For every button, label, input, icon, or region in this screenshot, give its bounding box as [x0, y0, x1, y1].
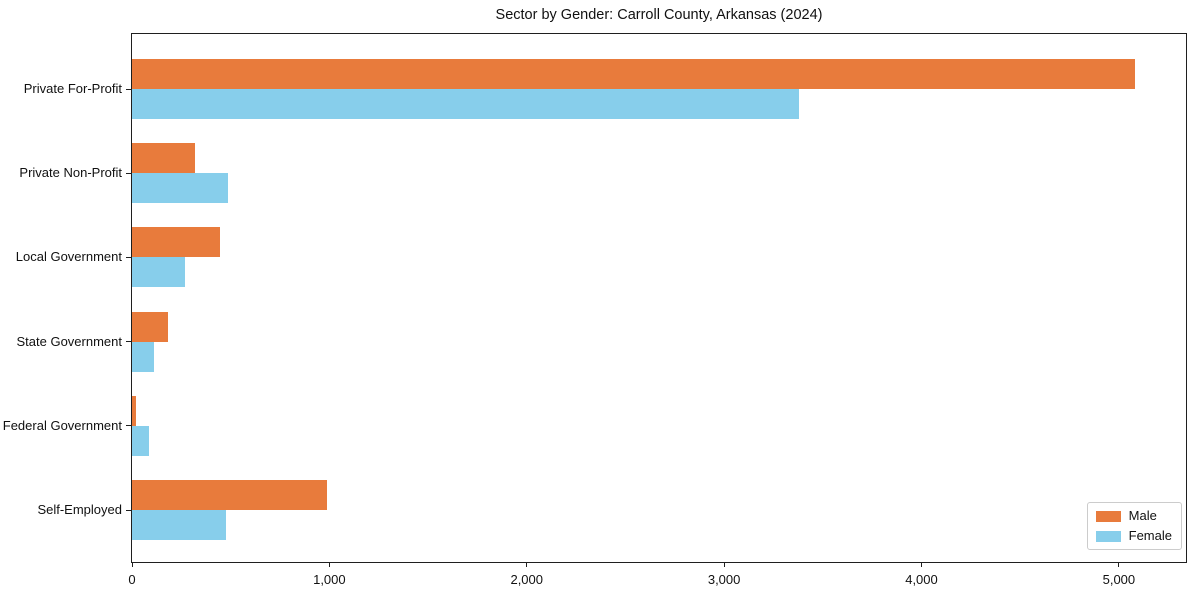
bar-male-state-government	[132, 311, 168, 342]
bar-female-private-for-profit	[132, 89, 800, 119]
x-tick-label-4000: 4,000	[905, 572, 938, 587]
bar-male-private-for-profit	[132, 59, 1135, 89]
legend-item-female: Female	[1095, 528, 1172, 543]
bar-male-federal-government	[132, 395, 136, 426]
y-tick-private-for-profit	[126, 88, 132, 90]
x-tick-2000	[526, 562, 528, 567]
legend: Male Female	[1086, 502, 1182, 550]
x-tick-4000	[921, 562, 922, 567]
bar-female-self-employed	[132, 510, 226, 540]
x-tick-label-3000: 3,000	[707, 572, 741, 587]
bar-male-local-government	[132, 227, 220, 258]
category-label-private-non-profit: Private Non-Profit	[19, 165, 122, 181]
legend-label-female: Female	[1128, 528, 1172, 543]
bar-male-self-employed	[132, 480, 328, 510]
x-tick-label-5000: 5,000	[1102, 572, 1136, 587]
x-tick-3000	[723, 562, 725, 567]
x-tick-0	[131, 562, 133, 567]
bar-female-state-government	[132, 341, 154, 372]
legend-label-male: Male	[1128, 508, 1157, 523]
y-tick-federal-government	[126, 425, 132, 427]
bar-female-local-government	[132, 257, 186, 288]
category-label-federal-government: Federal Government	[2, 417, 122, 433]
category-label-state-government: State Government	[16, 333, 123, 349]
x-tick-5000	[1118, 562, 1120, 567]
plot-area: Male Female Private For-Profit Private Non…	[3, 33, 1187, 587]
x-tick-1000	[328, 562, 330, 567]
y-tick-private-non-profit	[126, 172, 132, 174]
legend-swatch-female	[1095, 530, 1121, 542]
chart-title: Sector by Gender: Carroll County, Arkans…	[495, 7, 823, 23]
bar-female-private-non-profit	[132, 173, 228, 204]
category-label-local-government: Local Government	[15, 249, 122, 265]
legend-swatch-male	[1095, 510, 1121, 522]
bar-male-private-non-profit	[132, 143, 196, 174]
x-tick-label-0: 0	[128, 572, 136, 587]
category-label-private-for-profit: Private For-Profit	[23, 81, 122, 96]
y-tick-state-government	[126, 341, 132, 343]
y-tick-self-employed	[126, 509, 132, 511]
x-tick-label-2000: 2,000	[510, 572, 544, 587]
category-label-self-employed: Self-Employed	[37, 502, 122, 517]
x-tick-label-1000: 1,000	[313, 572, 346, 587]
y-tick-local-government	[126, 256, 132, 258]
bar-female-federal-government	[132, 425, 149, 456]
legend-item-male: Male	[1095, 508, 1172, 523]
